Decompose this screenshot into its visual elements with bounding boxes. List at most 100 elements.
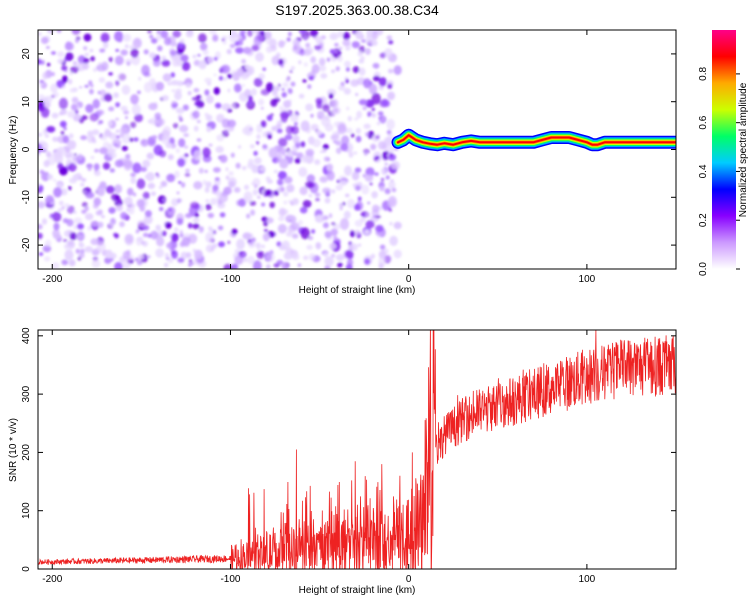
noise-blob bbox=[273, 263, 280, 268]
noise-blob bbox=[302, 200, 312, 208]
noise-blob bbox=[78, 176, 83, 181]
noise-blob bbox=[151, 135, 158, 140]
noise-blob bbox=[96, 64, 106, 72]
colorbar-gradient bbox=[712, 30, 736, 269]
noise-blob bbox=[328, 213, 333, 219]
noise-blob bbox=[300, 120, 310, 132]
noise-blob bbox=[387, 91, 396, 101]
noise-blob bbox=[38, 224, 43, 230]
noise-blob bbox=[355, 135, 362, 143]
noise-blob bbox=[187, 222, 193, 229]
noise-blob bbox=[322, 144, 329, 150]
noise-blob bbox=[255, 242, 261, 248]
noise-blob bbox=[384, 188, 391, 195]
noise-blob bbox=[194, 212, 199, 218]
noise-blob bbox=[324, 256, 334, 267]
noise-blob bbox=[273, 190, 279, 196]
noise-blob bbox=[176, 218, 184, 225]
noise-blob bbox=[74, 109, 79, 115]
noise-blob bbox=[372, 62, 380, 69]
noise-blob bbox=[363, 123, 371, 129]
noise-blob bbox=[251, 88, 257, 96]
noise-blob bbox=[298, 93, 305, 99]
noise-blob bbox=[166, 173, 176, 183]
noise-blob bbox=[361, 39, 367, 43]
noise-blob bbox=[222, 39, 227, 45]
snr-x-axis-label: Height of straight line (km) bbox=[299, 585, 416, 596]
noise-blob bbox=[273, 169, 278, 174]
noise-blob bbox=[134, 113, 144, 123]
noise-blob bbox=[79, 248, 85, 254]
noise-blob bbox=[277, 58, 284, 66]
noise-blob bbox=[180, 251, 189, 260]
noise-blob bbox=[271, 85, 280, 92]
noise-blob bbox=[250, 209, 256, 216]
noise-blob bbox=[47, 30, 55, 35]
noise-blob bbox=[285, 77, 290, 82]
noise-blob bbox=[364, 152, 368, 156]
noise-blob bbox=[345, 193, 350, 198]
noise-blob bbox=[206, 81, 212, 86]
noise-blob bbox=[61, 75, 68, 83]
snr-ytick-label: 400 bbox=[21, 327, 32, 344]
noise-blob bbox=[267, 179, 273, 184]
noise-blob bbox=[244, 184, 249, 190]
noise-blob bbox=[65, 52, 74, 61]
noise-blob bbox=[306, 174, 315, 183]
noise-blob bbox=[335, 147, 342, 154]
noise-blob bbox=[44, 239, 52, 247]
noise-blob bbox=[205, 114, 213, 121]
noise-blob bbox=[281, 88, 285, 91]
noise-blob bbox=[302, 79, 307, 83]
noise-blob bbox=[319, 65, 327, 72]
noise-blob bbox=[390, 179, 394, 182]
noise-blob bbox=[66, 218, 74, 227]
noise-blob bbox=[136, 199, 145, 208]
noise-blob bbox=[68, 177, 77, 184]
signal-band-layer-5 bbox=[397, 134, 676, 146]
noise-blob bbox=[363, 148, 370, 154]
noise-blob bbox=[252, 189, 258, 196]
noise-blob bbox=[389, 153, 393, 157]
noise-blob bbox=[316, 101, 323, 109]
noise-blob bbox=[99, 89, 106, 97]
noise-blob bbox=[276, 186, 282, 192]
noise-blob bbox=[177, 158, 186, 167]
noise-blob bbox=[146, 255, 151, 259]
noise-blob bbox=[352, 183, 356, 187]
noise-blob bbox=[152, 59, 161, 67]
noise-blob bbox=[342, 39, 351, 47]
noise-blob bbox=[200, 42, 208, 51]
noise-blob bbox=[318, 215, 325, 220]
noise-blob bbox=[278, 40, 285, 48]
noise-blob bbox=[69, 232, 77, 241]
noise-blob bbox=[146, 74, 150, 78]
noise-blob bbox=[371, 93, 381, 105]
noise-blob bbox=[362, 106, 367, 111]
noise-blob bbox=[130, 121, 137, 129]
noise-blob bbox=[40, 141, 49, 151]
noise-blob bbox=[40, 82, 44, 86]
noise-blob bbox=[109, 168, 116, 173]
noise-blob bbox=[244, 89, 251, 97]
noise-blob bbox=[68, 162, 77, 172]
noise-blob bbox=[331, 106, 341, 115]
noise-blob bbox=[166, 242, 172, 249]
noise-blob bbox=[149, 78, 156, 86]
noise-blob bbox=[278, 137, 288, 147]
noise-blob bbox=[315, 242, 322, 250]
noise-blob bbox=[331, 69, 336, 74]
noise-blob bbox=[389, 235, 398, 246]
noise-blob bbox=[231, 104, 236, 108]
noise-blob bbox=[192, 223, 200, 230]
noise-blob bbox=[340, 143, 349, 152]
noise-blob bbox=[281, 261, 289, 269]
noise-blob bbox=[38, 94, 45, 101]
noise-blob bbox=[93, 197, 102, 206]
noise-blob bbox=[294, 122, 298, 126]
noise-blob bbox=[163, 262, 169, 268]
noise-blob bbox=[83, 190, 87, 194]
noise-blob bbox=[196, 138, 202, 142]
noise-blob bbox=[38, 32, 42, 36]
noise-blob bbox=[92, 98, 101, 109]
